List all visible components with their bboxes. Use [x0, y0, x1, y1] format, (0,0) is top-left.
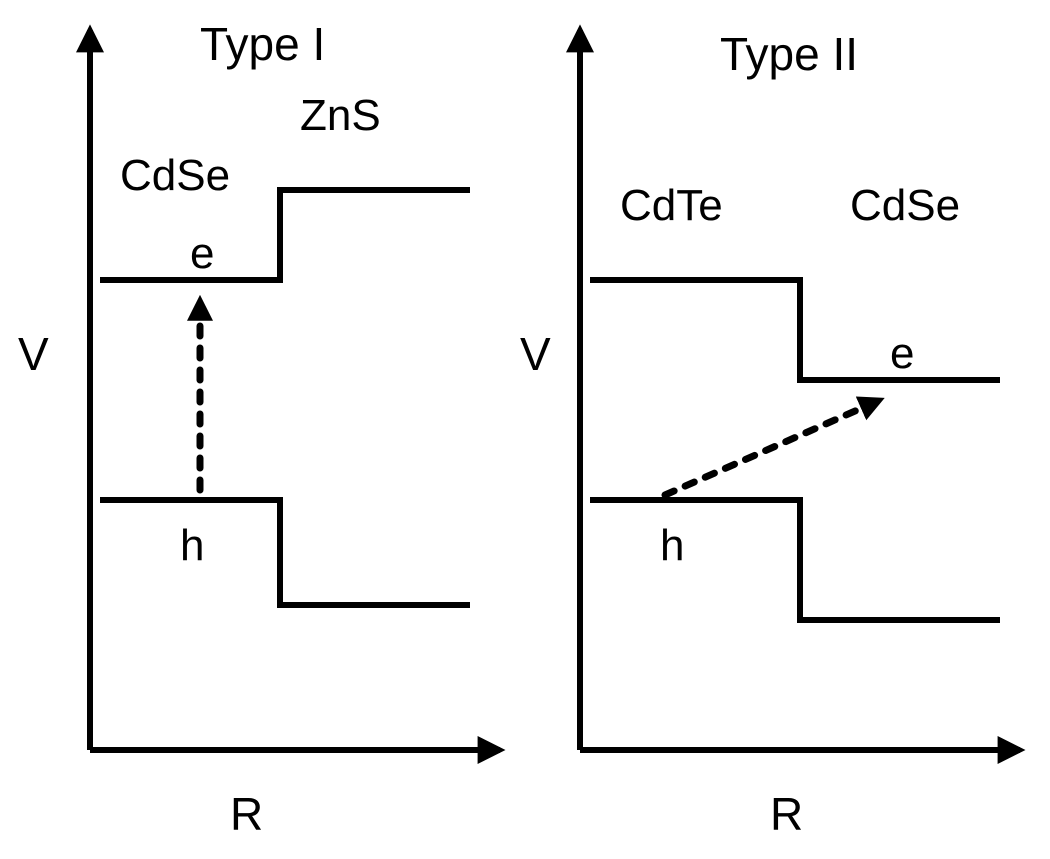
right-shell-label: CdSe	[850, 181, 960, 230]
right-x-label: R	[770, 788, 803, 840]
right-title: Type II	[720, 28, 858, 80]
right-core-label: CdTe	[620, 181, 723, 230]
right-y-label: V	[520, 328, 551, 380]
left-valence-band	[100, 500, 470, 605]
left-x-label: R	[230, 788, 263, 840]
left-conduction-band	[100, 190, 470, 280]
right-conduction-band	[590, 280, 1000, 380]
right-hole-label: h	[660, 521, 684, 570]
left-electron-label: e	[190, 229, 214, 278]
right-electron-label: e	[890, 329, 914, 378]
left-hole-label: h	[180, 521, 204, 570]
left-shell-label: ZnS	[300, 91, 381, 140]
left-y-label: V	[18, 328, 49, 380]
left-title: Type I	[200, 18, 325, 70]
right-valence-band	[590, 500, 1000, 620]
right-transition-arrow	[665, 400, 880, 495]
left-core-label: CdSe	[120, 151, 230, 200]
